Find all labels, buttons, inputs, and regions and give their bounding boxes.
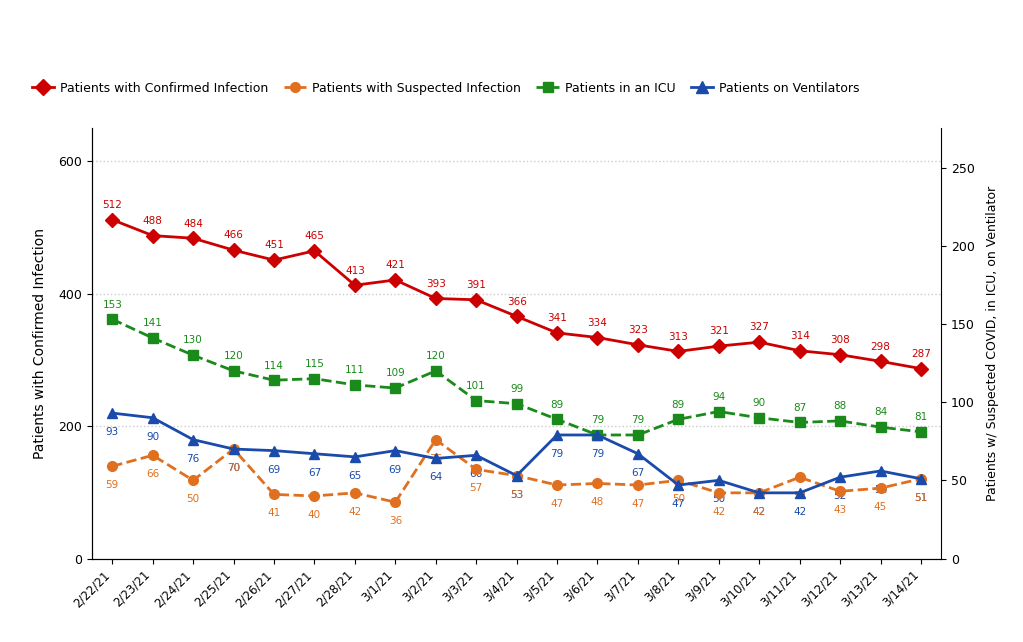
Text: 90: 90 (753, 398, 766, 408)
Text: 130: 130 (183, 336, 203, 345)
Text: 323: 323 (628, 325, 648, 335)
Text: 56: 56 (874, 485, 887, 495)
Text: 109: 109 (386, 369, 405, 378)
Text: 451: 451 (264, 240, 284, 250)
Text: 484: 484 (183, 218, 204, 229)
Text: 69: 69 (389, 465, 402, 474)
Text: 45: 45 (874, 502, 887, 512)
Text: 114: 114 (264, 361, 284, 370)
Text: 79: 79 (591, 415, 605, 425)
Text: 341: 341 (547, 313, 567, 323)
Text: 308: 308 (831, 335, 850, 345)
Text: 153: 153 (102, 300, 122, 309)
Text: 89: 89 (672, 399, 685, 410)
Text: 89: 89 (550, 399, 564, 410)
Text: 393: 393 (426, 279, 446, 289)
Text: 287: 287 (911, 349, 931, 359)
Text: 52: 52 (793, 491, 806, 501)
Text: 391: 391 (466, 280, 486, 290)
Text: 47: 47 (631, 499, 644, 509)
Text: 65: 65 (348, 471, 361, 481)
Text: 93: 93 (105, 427, 119, 437)
Text: 327: 327 (749, 322, 769, 333)
Y-axis label: Patients w/ Suspected COVID, in ICU, on Ventilator: Patients w/ Suspected COVID, in ICU, on … (986, 186, 998, 501)
Text: 334: 334 (587, 318, 608, 328)
Text: 141: 141 (143, 318, 163, 328)
Text: 50: 50 (712, 494, 725, 504)
Text: 42: 42 (753, 507, 766, 517)
Text: 42: 42 (753, 507, 766, 517)
Text: 69: 69 (267, 465, 280, 474)
Text: 70: 70 (227, 463, 240, 473)
Text: 84: 84 (874, 408, 887, 417)
Text: 99: 99 (510, 384, 523, 394)
Text: 79: 79 (631, 415, 644, 425)
Text: 120: 120 (224, 351, 243, 361)
Text: 50: 50 (186, 494, 199, 504)
Text: 90: 90 (146, 431, 160, 442)
Text: 52: 52 (834, 491, 847, 501)
Legend: Patients with Confirmed Infection, Patients with Suspected Infection, Patients i: Patients with Confirmed Infection, Patie… (27, 77, 865, 100)
Text: 47: 47 (550, 499, 564, 509)
Text: 76: 76 (429, 453, 442, 464)
Text: 64: 64 (429, 473, 442, 482)
Text: 120: 120 (426, 351, 446, 361)
Text: 94: 94 (712, 392, 725, 402)
Text: 466: 466 (224, 230, 243, 241)
Text: 59: 59 (105, 480, 119, 490)
Text: 42: 42 (348, 507, 361, 517)
Text: 47: 47 (672, 499, 685, 509)
Text: 36: 36 (389, 516, 402, 526)
Text: 50: 50 (672, 494, 685, 504)
Text: 67: 67 (631, 467, 644, 478)
Text: 421: 421 (386, 260, 405, 270)
Text: 115: 115 (305, 359, 324, 369)
Text: 88: 88 (834, 401, 847, 411)
Text: 41: 41 (267, 508, 280, 518)
Text: 366: 366 (506, 297, 527, 307)
Text: 53: 53 (510, 490, 523, 499)
Text: 67: 67 (308, 467, 321, 478)
Text: 321: 321 (709, 326, 728, 336)
Text: 48: 48 (591, 498, 605, 507)
Text: 81: 81 (915, 412, 928, 422)
Text: 43: 43 (834, 505, 847, 515)
Text: 101: 101 (466, 381, 486, 391)
Text: 57: 57 (470, 483, 483, 493)
Text: 87: 87 (793, 403, 806, 413)
Text: 66: 66 (146, 469, 160, 479)
Text: 79: 79 (550, 449, 564, 459)
Text: 53: 53 (510, 490, 523, 499)
Text: 42: 42 (712, 507, 725, 517)
Text: 76: 76 (186, 453, 199, 464)
Text: 42: 42 (793, 507, 806, 517)
Y-axis label: Patients with Confirmed Infection: Patients with Confirmed Infection (34, 228, 47, 459)
Text: 465: 465 (305, 231, 324, 241)
Text: COVID-19 Hospitalizations Reported by MS Hospitals, 2/22/21-3/14/21 *,**: COVID-19 Hospitalizations Reported by MS… (12, 24, 792, 43)
Text: 413: 413 (345, 266, 365, 275)
Text: 51: 51 (915, 492, 928, 503)
Text: 298: 298 (871, 342, 890, 352)
Text: 314: 314 (790, 331, 809, 341)
Text: 66: 66 (470, 469, 483, 479)
Text: 488: 488 (143, 216, 163, 226)
Text: 79: 79 (591, 449, 605, 459)
Text: 512: 512 (102, 200, 122, 210)
Text: 40: 40 (308, 510, 321, 520)
Text: 51: 51 (915, 492, 928, 503)
Text: 111: 111 (345, 365, 365, 375)
Text: 313: 313 (668, 332, 688, 342)
Text: 70: 70 (227, 463, 240, 473)
